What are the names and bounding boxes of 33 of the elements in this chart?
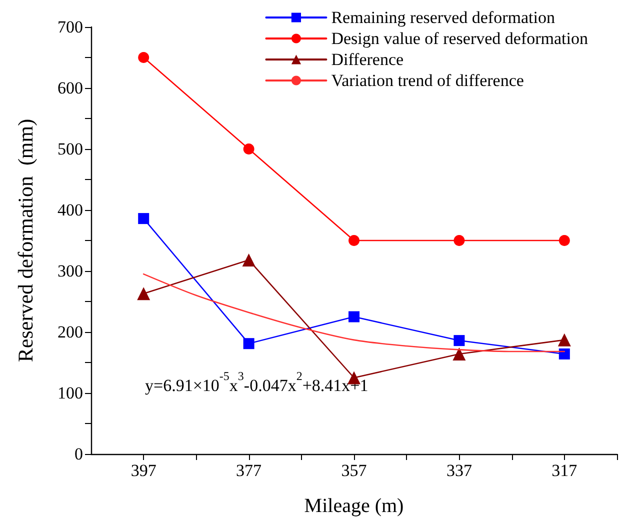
point — [454, 335, 465, 346]
legend-label: Difference — [331, 50, 404, 69]
point — [452, 347, 466, 360]
point — [558, 333, 571, 346]
point — [137, 287, 150, 300]
point — [138, 213, 150, 224]
point — [243, 144, 254, 154]
x-tick-label: 357 — [341, 461, 368, 480]
point — [138, 52, 150, 63]
point — [243, 338, 254, 350]
y-tick-label: 400 — [58, 200, 83, 220]
legend-label: Variation trend of difference — [331, 71, 524, 90]
y-tick-label: 300 — [58, 262, 83, 280]
legend-label: Remaining reserved deformation — [331, 8, 556, 27]
y-tick-label: 600 — [58, 78, 83, 98]
x-tick-label: 397 — [130, 461, 157, 480]
x-tick-label: 317 — [552, 461, 578, 480]
y-tick-label: 700 — [58, 18, 83, 36]
x-axis-title: Mileage (m) — [304, 495, 404, 517]
point — [348, 311, 360, 322]
y-tick-label: 100 — [58, 384, 83, 402]
y-tick-label: 0 — [74, 444, 83, 464]
point — [242, 254, 256, 267]
x-tick-label: 377 — [236, 461, 262, 480]
point — [558, 235, 570, 246]
y-tick-label: 200 — [58, 322, 83, 342]
point — [558, 348, 570, 360]
x-tick-label: 337 — [446, 461, 472, 480]
legend-label: Design value of reserved deformation — [331, 29, 588, 48]
point — [454, 235, 465, 246]
y-tick-label: 500 — [58, 140, 83, 158]
point — [348, 235, 360, 246]
y-axis-title: Reserved deformation (mm) — [14, 118, 38, 362]
